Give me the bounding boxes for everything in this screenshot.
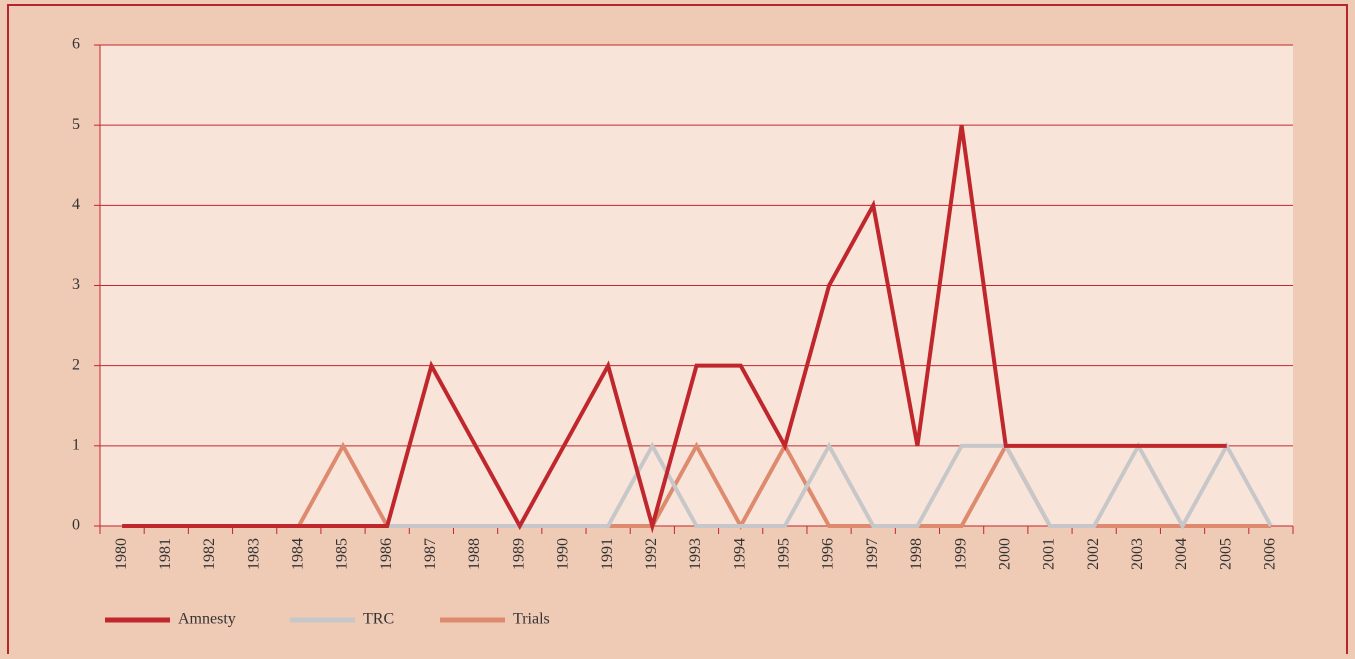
x-tick-label: 1991 [599,538,616,570]
x-tick-label: 1989 [510,538,527,570]
x-tick-label: 2005 [1217,538,1234,570]
x-tick-label: 1985 [334,538,351,570]
y-tick-label: 4 [72,196,80,213]
legend-label: TRC [363,611,394,628]
x-tick-label: 1998 [908,538,925,570]
legend-label: Amnesty [178,611,236,628]
x-tick-label: 1992 [643,538,660,570]
y-tick-label: 5 [72,116,80,133]
y-tick-label: 2 [72,356,80,373]
x-tick-label: 1984 [290,538,307,570]
x-tick-label: 1996 [820,538,837,570]
x-tick-label: 2006 [1262,538,1279,570]
x-tick-label: 1987 [422,538,439,570]
x-tick-label: 1988 [466,538,483,570]
x-tick-label: 2004 [1173,538,1190,570]
x-tick-label: 2001 [1041,538,1058,570]
y-tick-label: 6 [72,36,80,53]
y-tick-label: 0 [72,517,80,534]
x-tick-label: 1981 [157,538,174,570]
x-tick-label: 1993 [687,538,704,570]
legend-label: Trials [513,611,550,628]
x-tick-label: 1983 [245,538,262,570]
x-tick-label: 1994 [731,538,748,570]
x-tick-label: 1986 [378,538,395,570]
series-line [122,124,1227,534]
x-tick-label: 2000 [996,538,1013,570]
y-tick-label: 3 [72,276,80,293]
x-tick-label: 1982 [201,538,218,570]
x-tick-label: 1980 [113,538,130,570]
x-tick-label: 1997 [864,538,881,570]
x-tick-label: 2003 [1129,538,1146,570]
x-tick-label: 1999 [952,538,969,570]
x-tick-label: 1990 [555,538,572,570]
y-tick-label: 1 [72,437,80,454]
x-tick-label: 2002 [1085,538,1102,570]
x-tick-label: 1995 [776,538,793,570]
